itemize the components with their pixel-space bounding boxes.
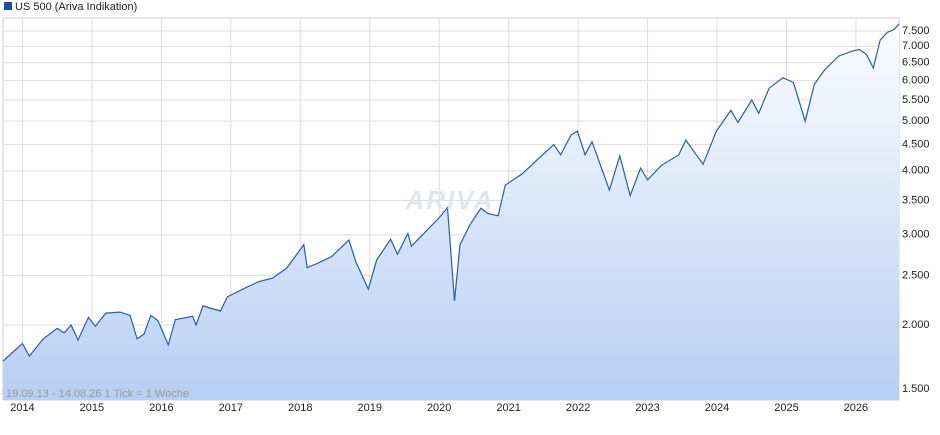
y-tick-label: 4.000 bbox=[902, 165, 930, 177]
x-tick-label: 2015 bbox=[80, 402, 104, 414]
plot-area bbox=[2, 17, 900, 401]
x-tick-label: 2021 bbox=[496, 402, 520, 414]
y-tick-label: 6.000 bbox=[902, 75, 930, 87]
line bbox=[2, 23, 900, 362]
y-tick-label: 3.000 bbox=[902, 229, 930, 241]
x-tick-label: 2022 bbox=[566, 402, 590, 414]
y-tick-label: 7.500 bbox=[902, 25, 930, 37]
y-tick-label: 4.500 bbox=[902, 139, 930, 151]
x-tick-label: 2020 bbox=[427, 402, 451, 414]
y-tick-label: 1.500 bbox=[902, 383, 930, 395]
watermark: ARIVA bbox=[405, 185, 495, 215]
legend-swatch bbox=[4, 2, 12, 10]
y-tick-label: 5.500 bbox=[902, 94, 930, 106]
x-tick-label: 2014 bbox=[10, 402, 34, 414]
y-tick-label: 7.000 bbox=[902, 40, 930, 52]
y-tick-label: 6.500 bbox=[902, 57, 930, 69]
x-tick-label: 2024 bbox=[705, 402, 729, 414]
x-tick-label: 2023 bbox=[635, 402, 659, 414]
x-tick-label: 2025 bbox=[774, 402, 798, 414]
y-tick-label: 5.000 bbox=[902, 115, 930, 127]
y-tick-label: 2.000 bbox=[902, 319, 930, 331]
x-tick-label: 2019 bbox=[357, 402, 381, 414]
area bbox=[3, 23, 899, 400]
x-tick-label: 2018 bbox=[288, 402, 312, 414]
y-tick-label: 2.500 bbox=[902, 269, 930, 281]
x-tick-label: 2026 bbox=[844, 402, 868, 414]
footnote: 19.09.13 - 14.08.26 1 Tick = 1 Woche bbox=[6, 388, 189, 400]
x-tick-label: 2016 bbox=[149, 402, 173, 414]
y-tick-label: 3.500 bbox=[902, 194, 930, 206]
legend-label: US 500 (Ariva Indikation) bbox=[15, 1, 137, 13]
x-tick-label: 2017 bbox=[219, 402, 243, 414]
